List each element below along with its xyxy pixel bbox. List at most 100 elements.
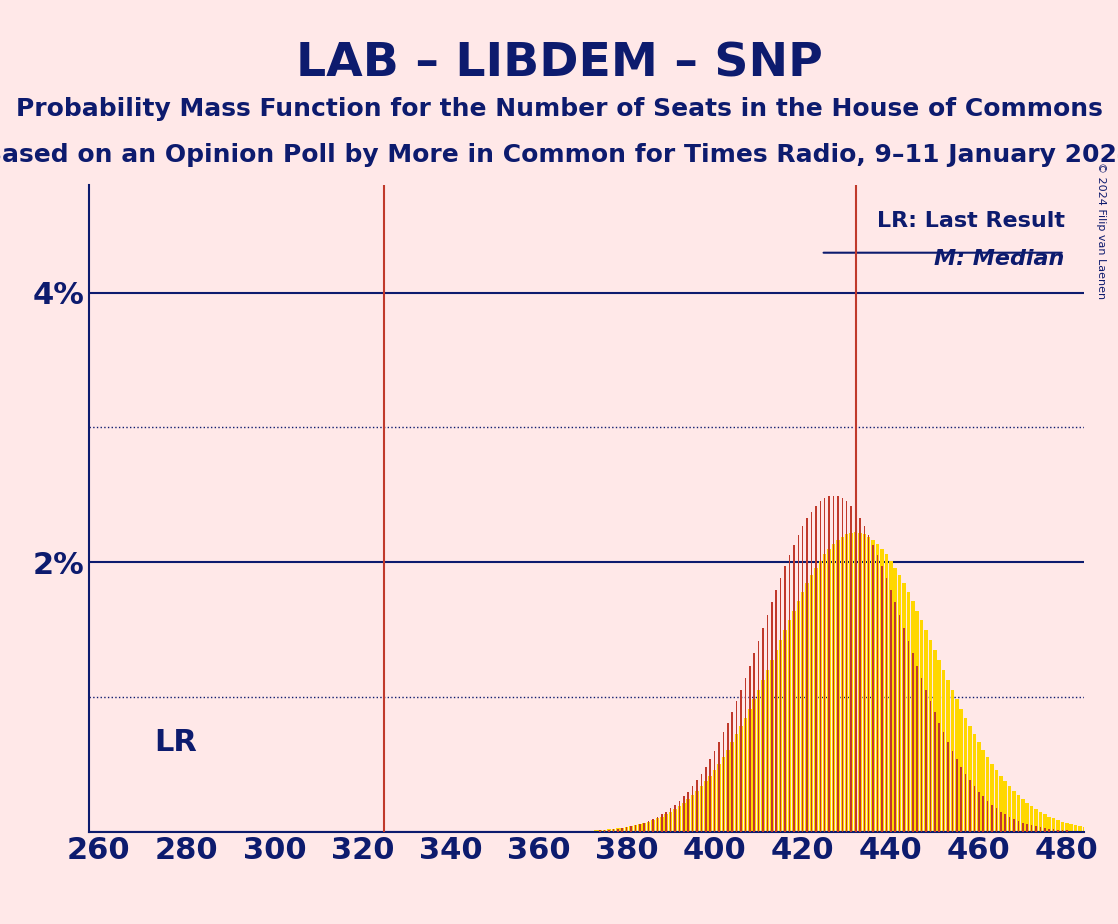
Bar — [926, 689, 927, 832]
Bar — [762, 627, 764, 832]
Bar — [740, 689, 742, 832]
Bar — [1074, 825, 1078, 832]
Bar — [907, 592, 910, 832]
Bar — [1034, 809, 1038, 832]
Bar — [987, 801, 988, 832]
Bar — [920, 620, 923, 832]
Text: Based on an Opinion Poll by More in Common for Times Radio, 9–11 January 2024: Based on an Opinion Poll by More in Comm… — [0, 143, 1118, 167]
Bar — [1070, 824, 1073, 832]
Bar — [629, 826, 633, 832]
Bar — [682, 803, 685, 832]
Bar — [697, 780, 698, 832]
Bar — [603, 830, 606, 832]
Bar — [608, 830, 609, 832]
Bar — [1044, 828, 1045, 832]
Bar — [616, 828, 619, 832]
Bar — [815, 506, 816, 832]
Bar — [1025, 803, 1029, 832]
Bar — [620, 828, 624, 832]
Bar — [652, 819, 654, 832]
Bar — [613, 829, 614, 832]
Bar — [748, 709, 751, 832]
Bar — [718, 742, 720, 832]
Bar — [679, 801, 680, 832]
Bar — [866, 537, 871, 832]
Bar — [735, 735, 738, 832]
Bar — [1040, 827, 1041, 832]
Bar — [710, 759, 711, 832]
Bar — [1082, 827, 1087, 832]
Bar — [660, 817, 664, 832]
Bar — [626, 827, 627, 832]
Bar — [950, 690, 954, 832]
Bar — [1061, 821, 1064, 832]
Bar — [885, 578, 887, 832]
Bar — [784, 630, 787, 832]
Bar — [875, 543, 879, 832]
Bar — [664, 814, 667, 832]
Bar — [937, 661, 941, 832]
Bar — [758, 640, 759, 832]
Bar — [718, 764, 721, 832]
Bar — [969, 780, 970, 832]
Bar — [1035, 826, 1036, 832]
Bar — [1030, 807, 1033, 832]
Bar — [775, 650, 778, 832]
Bar — [800, 592, 805, 832]
Bar — [713, 770, 717, 832]
Bar — [1048, 817, 1051, 832]
Bar — [806, 518, 808, 832]
Bar — [622, 828, 623, 832]
Bar — [977, 742, 980, 832]
Bar — [854, 532, 858, 832]
Bar — [921, 677, 922, 832]
Bar — [686, 799, 690, 832]
Bar — [745, 677, 746, 832]
Bar — [995, 770, 998, 832]
Bar — [868, 535, 870, 832]
Bar — [665, 811, 667, 832]
Bar — [1067, 830, 1068, 832]
Bar — [946, 680, 949, 832]
Bar — [903, 627, 904, 832]
Bar — [916, 611, 919, 832]
Bar — [644, 822, 645, 832]
Bar — [730, 742, 735, 832]
Bar — [814, 567, 817, 832]
Bar — [1007, 786, 1012, 832]
Bar — [1039, 812, 1042, 832]
Bar — [877, 555, 879, 832]
Bar — [1022, 822, 1024, 832]
Bar — [692, 786, 693, 832]
Bar — [833, 495, 834, 832]
Bar — [824, 498, 825, 832]
Bar — [617, 829, 618, 832]
Bar — [934, 712, 936, 832]
Bar — [631, 826, 632, 832]
Bar — [811, 512, 813, 832]
Bar — [1021, 799, 1024, 832]
Bar — [1013, 819, 1015, 832]
Bar — [634, 825, 637, 832]
Bar — [983, 796, 984, 832]
Text: © 2024 Filip van Laenen: © 2024 Filip van Laenen — [1097, 163, 1106, 299]
Bar — [884, 554, 888, 832]
Text: LR: Last Result: LR: Last Result — [877, 211, 1064, 231]
Bar — [651, 821, 655, 832]
Bar — [779, 640, 783, 832]
Bar — [1058, 830, 1059, 832]
Bar — [986, 757, 989, 832]
Bar — [929, 640, 932, 832]
Bar — [1012, 791, 1016, 832]
Bar — [599, 830, 601, 832]
Bar — [837, 496, 838, 832]
Bar — [991, 764, 994, 832]
Bar — [842, 498, 843, 832]
Bar — [727, 723, 729, 832]
Bar — [872, 545, 874, 832]
Bar — [739, 726, 742, 832]
Bar — [743, 718, 747, 832]
Bar — [705, 767, 707, 832]
Bar — [796, 602, 800, 832]
Bar — [947, 742, 949, 832]
